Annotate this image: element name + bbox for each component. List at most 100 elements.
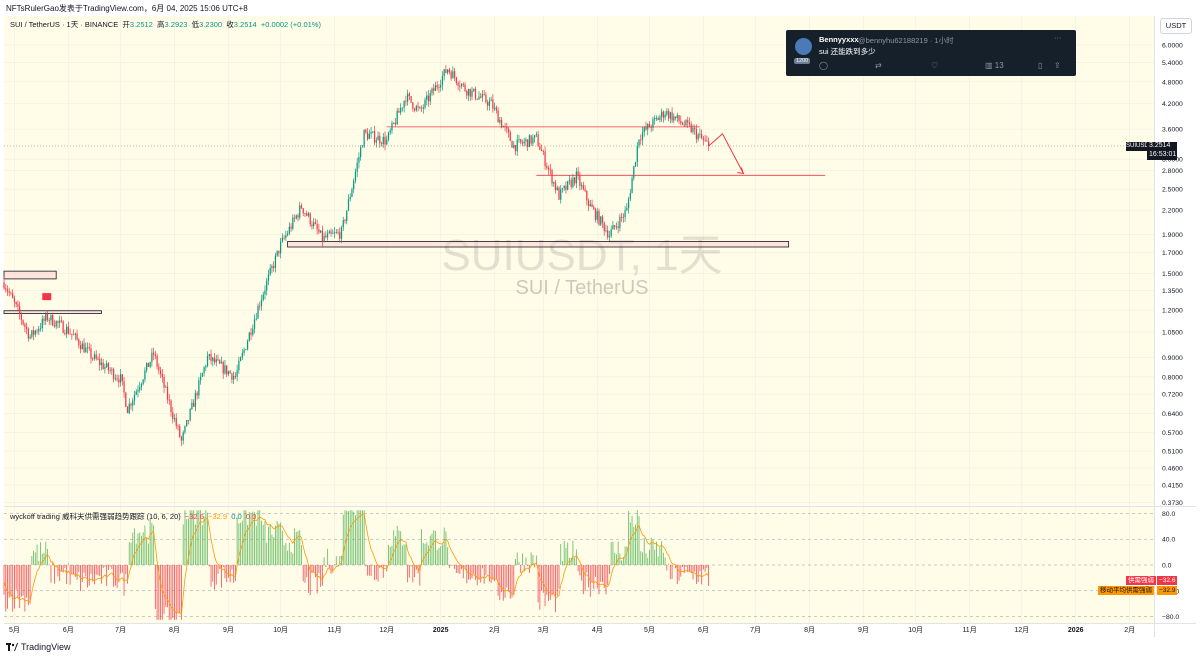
candle-body [116, 378, 118, 380]
candle-body [480, 96, 482, 98]
candle-body [45, 314, 47, 321]
candle-body [278, 250, 280, 254]
candle-body [102, 362, 104, 370]
zone-box [287, 241, 790, 248]
candle-body [615, 226, 618, 228]
price-axis-label: 4.2000 [1162, 101, 1183, 108]
candle-body [361, 146, 364, 148]
like-icon[interactable]: ♡ [931, 61, 939, 70]
candle-body [650, 127, 652, 129]
candle-body [457, 82, 459, 87]
candle-body [172, 412, 174, 419]
candle-body [5, 288, 7, 290]
candle-body [366, 132, 369, 140]
price-axis-label: 6.0000 [1162, 43, 1183, 50]
candle-body [380, 143, 383, 145]
candle-body [527, 139, 529, 148]
candle-body [213, 357, 216, 363]
candle-body [86, 347, 89, 349]
candle-body [10, 292, 12, 294]
candle-body [126, 406, 129, 414]
currency-button[interactable]: USDT [1160, 18, 1192, 34]
tradingview-brand[interactable]: TradingView [6, 642, 71, 652]
avatar[interactable] [795, 38, 812, 55]
candle-body [62, 321, 64, 333]
indicator-tag-1-value: −32.6 [1157, 576, 1178, 585]
candle-body [53, 325, 56, 327]
candle-body [384, 136, 386, 145]
tweet-author-handle[interactable]: @bennyhu62188219 · 1小时 [858, 36, 954, 45]
candle-body [140, 383, 143, 388]
candle-body [556, 187, 558, 191]
candle-body [450, 72, 452, 79]
candle-body [179, 426, 181, 437]
candle-body [112, 369, 115, 380]
candle-body [377, 135, 379, 141]
tweet-embed[interactable]: 1200 Bennyyxxx @bennyhu62188219 · 1小时 ··… [786, 30, 1076, 76]
candle-body [189, 409, 191, 421]
candle-body [128, 403, 130, 414]
candle-body [320, 230, 322, 233]
candle-body [607, 230, 609, 238]
candle-body [152, 352, 155, 355]
candle-body [497, 110, 499, 123]
candle-body [460, 84, 463, 87]
candle-body [678, 115, 680, 122]
candle-body [335, 232, 337, 234]
candle-body [90, 348, 92, 359]
more-icon[interactable]: ··· [1054, 33, 1062, 42]
time-axis-label: 6月 [63, 626, 74, 634]
candle-body [6, 289, 9, 292]
legend-low-label: 低 [191, 20, 200, 29]
legend-symbol[interactable]: SUI / TetherUS · 1天 · BINANCE [10, 20, 119, 29]
candle-body [431, 88, 433, 94]
bookmark-icon[interactable]: ▯ [1038, 61, 1043, 70]
tweet-author-name[interactable]: Bennyyxxx [819, 35, 859, 44]
reply-icon[interactable]: ◯ [819, 61, 828, 70]
candle-body [652, 119, 654, 128]
candle-body [25, 326, 28, 329]
price-axis-label: 3.0000 [1162, 157, 1183, 164]
symbol-price-tag: SUIUSDT [1126, 142, 1153, 151]
time-axis-label: 12月 [1014, 626, 1029, 634]
candle-body [453, 71, 456, 78]
views-icon[interactable]: ▥ 13 [985, 61, 1004, 70]
candle-body [104, 366, 106, 370]
candle-body [549, 169, 551, 171]
candle-body [520, 139, 522, 143]
candle-body [318, 229, 320, 233]
candle-body [274, 255, 277, 268]
candle-body [466, 90, 468, 96]
candle-body [596, 211, 598, 220]
candle-body [60, 320, 63, 322]
candle-body [671, 112, 673, 121]
candle-body [177, 425, 179, 427]
candle-body [565, 185, 567, 190]
candle-body [487, 102, 489, 106]
candle-body [351, 189, 353, 197]
indicator-legend[interactable]: wyckoff trading 威科夫供需强弱趋势跟踪 (10, 6, 20) … [10, 511, 256, 522]
candle-body [182, 432, 184, 441]
candle-body [208, 354, 210, 356]
candle-body [589, 204, 591, 207]
candle-body [337, 232, 339, 234]
retweet-icon[interactable]: ⇄ [875, 61, 882, 70]
time-axis-label: 6月 [698, 626, 709, 634]
candle-body [415, 106, 417, 111]
candle-body [267, 274, 270, 281]
candle-body [405, 100, 407, 102]
candle-body [353, 180, 355, 190]
time-axis-label: 10月 [273, 626, 288, 634]
share-icon[interactable]: ⇪ [1054, 61, 1061, 70]
time-axis-label: 2025 [433, 627, 449, 634]
candle-body [396, 110, 398, 125]
candle-body [339, 232, 341, 239]
candle-body [248, 332, 250, 342]
candle-body [495, 107, 497, 111]
candle-body [358, 157, 360, 163]
candle-body [681, 122, 684, 125]
candle-body [314, 222, 317, 224]
candle-body [130, 403, 132, 406]
candle-body [420, 107, 423, 109]
